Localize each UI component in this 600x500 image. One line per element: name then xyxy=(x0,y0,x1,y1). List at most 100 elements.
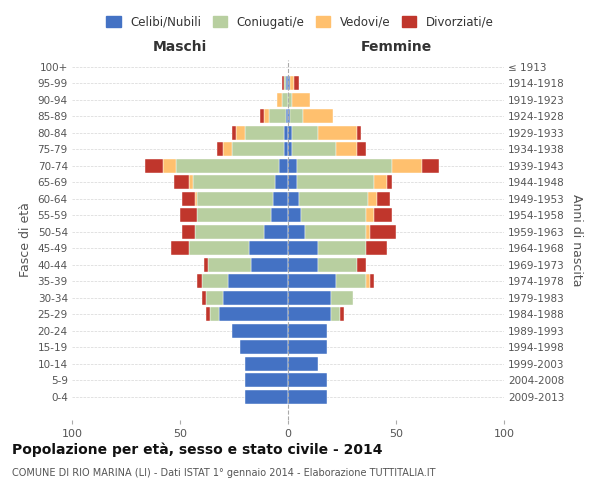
Bar xyxy=(292,126,318,140)
Bar xyxy=(219,307,288,321)
Bar xyxy=(299,192,368,206)
Bar xyxy=(288,241,318,256)
Bar xyxy=(290,110,303,124)
Bar xyxy=(388,176,392,190)
Bar xyxy=(288,324,327,338)
Bar xyxy=(204,258,208,272)
Bar xyxy=(206,307,210,321)
Bar xyxy=(286,76,288,90)
Bar xyxy=(392,159,422,173)
Bar xyxy=(288,340,327,354)
Bar xyxy=(335,274,366,288)
Bar xyxy=(288,373,327,387)
Bar xyxy=(318,126,357,140)
Bar xyxy=(245,373,288,387)
Bar xyxy=(288,208,301,222)
Y-axis label: Anni di nascita: Anni di nascita xyxy=(571,194,583,286)
Bar xyxy=(331,290,353,304)
Bar xyxy=(288,93,292,107)
Bar xyxy=(366,241,388,256)
Bar xyxy=(288,356,318,370)
Bar xyxy=(264,110,269,124)
Bar xyxy=(264,224,288,239)
Bar xyxy=(236,126,245,140)
Bar xyxy=(296,176,374,190)
Bar xyxy=(335,142,357,156)
Bar xyxy=(370,274,374,288)
Bar xyxy=(232,324,288,338)
Bar xyxy=(288,390,327,404)
Bar xyxy=(284,76,286,90)
Bar xyxy=(288,192,299,206)
Bar xyxy=(295,76,299,90)
Bar xyxy=(281,76,284,90)
Bar xyxy=(145,159,163,173)
Bar xyxy=(217,142,223,156)
Bar xyxy=(288,142,292,156)
Bar xyxy=(188,176,193,190)
Bar xyxy=(374,208,392,222)
Bar xyxy=(206,290,223,304)
Bar xyxy=(208,258,251,272)
Bar xyxy=(176,159,280,173)
Bar xyxy=(210,307,219,321)
Bar xyxy=(232,142,284,156)
Bar xyxy=(286,110,288,124)
Bar xyxy=(366,208,374,222)
Bar xyxy=(188,241,249,256)
Bar xyxy=(288,76,290,90)
Bar xyxy=(340,307,344,321)
Bar xyxy=(290,76,295,90)
Bar xyxy=(197,208,271,222)
Bar xyxy=(288,126,292,140)
Bar xyxy=(180,208,197,222)
Legend: Celibi/Nubili, Coniugati/e, Vedovi/e, Divorziati/e: Celibi/Nubili, Coniugati/e, Vedovi/e, Di… xyxy=(101,11,499,34)
Bar xyxy=(227,274,288,288)
Text: Popolazione per età, sesso e stato civile - 2014: Popolazione per età, sesso e stato civil… xyxy=(12,442,383,457)
Bar xyxy=(232,126,236,140)
Bar xyxy=(288,176,296,190)
Bar xyxy=(245,126,284,140)
Text: Femmine: Femmine xyxy=(361,40,431,54)
Bar xyxy=(288,224,305,239)
Bar xyxy=(260,110,264,124)
Bar xyxy=(357,258,366,272)
Bar xyxy=(377,192,389,206)
Bar xyxy=(284,126,288,140)
Bar xyxy=(193,176,275,190)
Bar xyxy=(223,142,232,156)
Bar xyxy=(296,159,392,173)
Bar xyxy=(269,110,286,124)
Bar xyxy=(368,192,377,206)
Bar xyxy=(277,93,281,107)
Bar xyxy=(195,192,197,206)
Bar xyxy=(202,274,227,288)
Bar xyxy=(202,290,206,304)
Bar xyxy=(288,159,296,173)
Bar xyxy=(197,274,202,288)
Bar xyxy=(182,224,195,239)
Bar xyxy=(303,110,334,124)
Bar xyxy=(280,159,288,173)
Text: COMUNE DI RIO MARINA (LI) - Dati ISTAT 1° gennaio 2014 - Elaborazione TUTTITALIA: COMUNE DI RIO MARINA (LI) - Dati ISTAT 1… xyxy=(12,468,436,477)
Bar xyxy=(271,208,288,222)
Bar xyxy=(173,176,188,190)
Bar xyxy=(245,356,288,370)
Bar xyxy=(288,274,335,288)
Bar xyxy=(366,224,370,239)
Bar xyxy=(172,241,188,256)
Bar xyxy=(318,258,357,272)
Bar xyxy=(288,110,290,124)
Bar xyxy=(223,290,288,304)
Bar xyxy=(288,290,331,304)
Bar xyxy=(305,224,366,239)
Bar xyxy=(241,340,288,354)
Bar xyxy=(182,192,195,206)
Text: Maschi: Maschi xyxy=(153,40,207,54)
Bar xyxy=(281,93,288,107)
Bar xyxy=(301,208,366,222)
Bar xyxy=(195,224,264,239)
Bar xyxy=(366,274,370,288)
Bar xyxy=(288,307,331,321)
Bar xyxy=(288,258,318,272)
